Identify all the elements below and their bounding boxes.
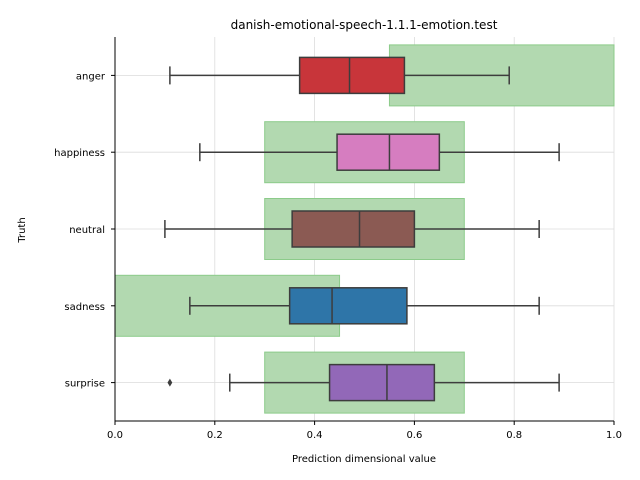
y-tick-label-neutral: neutral — [69, 225, 105, 236]
x-tick-label: 0.4 — [307, 430, 323, 441]
y-axis-label: Truth — [17, 217, 28, 243]
box-anger — [169, 56, 510, 95]
y-tick-label-happiness: happiness — [54, 148, 105, 159]
box-surprise — [167, 363, 560, 402]
x-tick-label: 0.0 — [107, 430, 123, 441]
chart-title: danish-emotional-speech-1.1.1-emotion.te… — [231, 18, 498, 32]
box-sadness — [189, 287, 540, 325]
x-tick-label: 0.6 — [406, 430, 422, 441]
x-tick-label: 1.0 — [606, 430, 622, 441]
x-axis-label: Prediction dimensional value — [292, 454, 436, 465]
box-rect — [298, 56, 406, 95]
y-tick-label-sadness: sadness — [64, 302, 105, 313]
box-rect — [336, 133, 441, 171]
box-series — [164, 56, 560, 402]
box-rect — [288, 287, 408, 325]
axes: 0.0 0.2 0.4 0.6 0.8 1.0 anger happiness neutral s… — [54, 37, 622, 441]
y-tick-label-anger: anger — [76, 71, 106, 82]
y-tick-label-surprise: surprise — [65, 379, 105, 390]
box-neutral — [164, 210, 540, 248]
outlier-marker — [167, 378, 173, 387]
x-tick-label: 0.2 — [207, 430, 223, 441]
box-happiness — [199, 133, 560, 171]
x-tick-label: 0.8 — [506, 430, 522, 441]
box-rect — [291, 210, 416, 248]
box-rect — [328, 363, 436, 402]
